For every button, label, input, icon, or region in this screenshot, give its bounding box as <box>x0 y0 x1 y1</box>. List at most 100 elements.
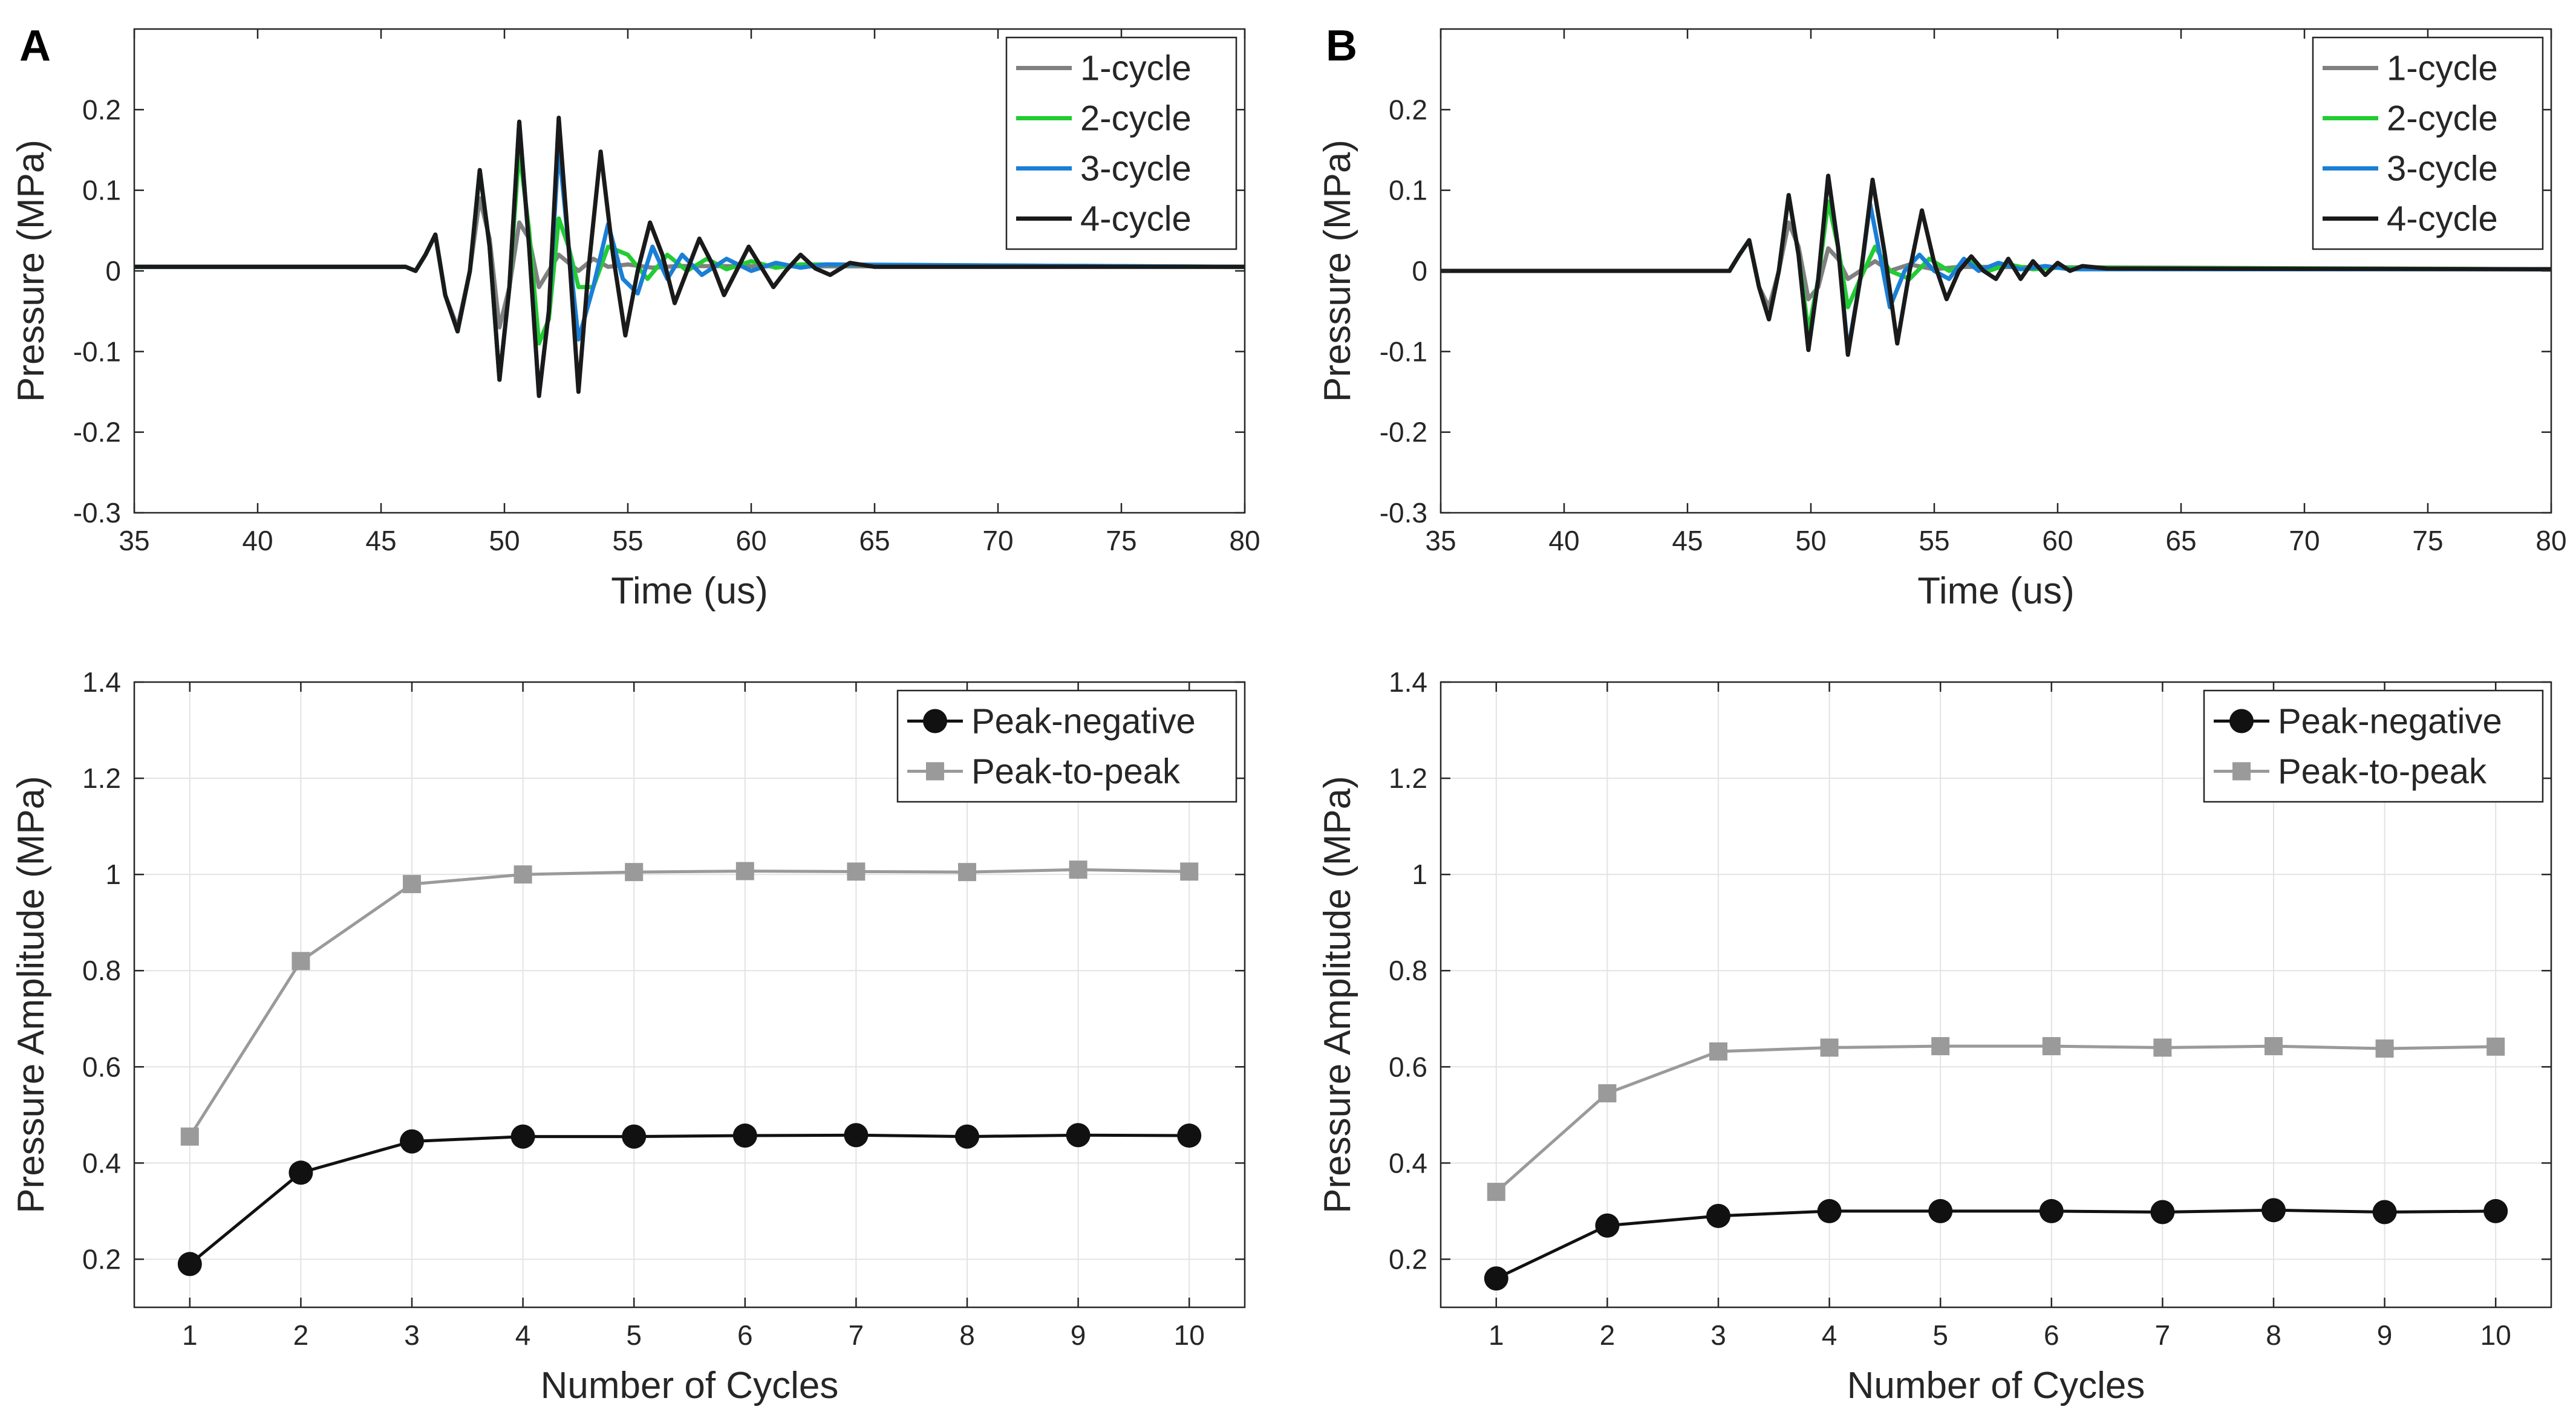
y-tick-label: 0.1 <box>82 175 121 206</box>
y-tick-label: 0.4 <box>82 1147 121 1179</box>
legend-label-3-cycle: 3-cycle <box>1080 149 1192 189</box>
x-tick-label: 3 <box>1710 1319 1726 1351</box>
x-tick-label: 80 <box>2535 525 2566 556</box>
x-axis-label: Number of Cycles <box>1847 1365 2145 1406</box>
y-tick-label: 1 <box>105 859 121 890</box>
data-point-peak-negative <box>955 1124 979 1149</box>
x-axis-label: Time (us) <box>1917 570 2074 612</box>
y-tick-label: 0.6 <box>1389 1051 1427 1082</box>
x-tick-label: 4 <box>515 1319 531 1351</box>
data-point-peak-negative <box>1928 1198 1953 1223</box>
data-point-peak-to-peak <box>1820 1038 1839 1057</box>
y-tick-label: -0.1 <box>1380 336 1427 367</box>
x-tick-label: 5 <box>1932 1319 1948 1351</box>
x-tick-label: 70 <box>982 525 1013 556</box>
legend-label-2-cycle: 2-cycle <box>2387 99 2498 138</box>
data-point-peak-negative <box>1817 1198 1842 1223</box>
y-tick-label: -0.2 <box>1380 417 1427 448</box>
axes-box <box>133 681 1246 1309</box>
data-point-peak-negative <box>2150 1200 2175 1224</box>
data-point-peak-negative <box>289 1160 313 1185</box>
x-tick-label: 40 <box>242 525 273 556</box>
legend-marker-peak-to-peak <box>926 762 944 781</box>
data-point-peak-to-peak <box>514 865 532 884</box>
data-point-peak-negative <box>1706 1203 1730 1228</box>
x-tick-label: 65 <box>859 525 890 556</box>
x-tick-label: 45 <box>365 525 396 556</box>
x-tick-label: 45 <box>1672 525 1703 556</box>
y-tick-label: 0.8 <box>1389 955 1427 986</box>
x-tick-label: 60 <box>735 525 766 556</box>
x-tick-label: 55 <box>1919 525 1949 556</box>
x-tick-label: 7 <box>849 1319 864 1351</box>
pressure-amplitude-chart-a: 1 2 3 4 5 6 7 8 9 10 0.2 0.4 0.6 0.8 1 1.2 1.4 Number of … <box>10 666 1246 1406</box>
data-point-peak-negative <box>1484 1266 1508 1291</box>
series-line-peak-to-peak <box>1495 1044 2496 1193</box>
y-axis-label: Pressure Amplitude (MPa) <box>10 776 52 1214</box>
y-tick-label: -0.1 <box>73 336 121 367</box>
data-point-peak-negative <box>2261 1198 2286 1223</box>
data-point-peak-to-peak <box>1931 1037 1950 1056</box>
legend-box <box>2203 689 2544 803</box>
x-tick-label: 55 <box>612 525 643 556</box>
data-point-peak-negative <box>732 1123 757 1148</box>
x-tick-label: 50 <box>489 525 520 556</box>
y-tick-label: 1.4 <box>1389 666 1427 698</box>
x-tick-label: 2 <box>293 1319 309 1351</box>
legend-label-1-cycle: 1-cycle <box>1080 49 1192 88</box>
legend-label-2-cycle: 2-cycle <box>1080 99 1192 138</box>
x-axis-label: Time (us) <box>611 570 768 612</box>
x-tick-label: 1 <box>182 1319 198 1351</box>
x-tick-label: 35 <box>1425 525 1456 556</box>
x-tick-label: 75 <box>1106 525 1136 556</box>
y-tick-label: 0.1 <box>1389 175 1427 206</box>
pressure-waveform-chart-b: 35 40 45 50 55 60 65 70 75 80 -0.3 -0.2 -0.1 0 0.1 0.2 T… <box>1317 28 2567 612</box>
panel-label-b: B <box>1326 22 1357 70</box>
data-point-peak-to-peak <box>2486 1037 2505 1056</box>
legend: 1-cycle 2-cycle 3-cycle 4-cycle <box>1005 36 1237 250</box>
x-axis-label: Number of Cycles <box>541 1365 839 1406</box>
y-tick-label: 0.2 <box>82 1243 121 1275</box>
x-tick-label: 35 <box>119 525 149 556</box>
data-point-peak-to-peak <box>2153 1038 2172 1057</box>
legend-label-4-cycle: 4-cycle <box>2387 200 2498 239</box>
data-point-peak-to-peak <box>1069 860 1087 879</box>
y-tick-label: 0.8 <box>82 955 121 986</box>
legend-label-3-cycle: 3-cycle <box>2387 149 2498 189</box>
series-line-peak-negative <box>1495 1208 2496 1280</box>
pressure-waveform-chart-a: 35 40 45 50 55 60 65 70 75 80 -0.3 -0.2 -0.1 0 0.1 0.2 T… <box>10 28 1260 612</box>
y-tick-label: 0.2 <box>82 94 121 125</box>
data-point-peak-negative <box>400 1129 424 1154</box>
legend: 1-cycle 2-cycle 3-cycle 4-cycle <box>2312 36 2544 250</box>
legend-label-4-cycle: 4-cycle <box>1080 200 1192 239</box>
data-point-peak-negative <box>1066 1123 1091 1148</box>
y-axis-label: Pressure Amplitude (MPa) <box>1317 776 1358 1214</box>
y-tick-label: -0.3 <box>1380 497 1427 528</box>
data-point-peak-negative <box>510 1124 535 1149</box>
data-point-peak-negative <box>844 1123 869 1148</box>
data-point-peak-negative <box>622 1124 647 1149</box>
legend-box <box>2312 36 2544 250</box>
x-tick-label: 40 <box>1548 525 1579 556</box>
data-point-peak-to-peak <box>1487 1183 1505 1202</box>
legend-box <box>1005 36 1237 250</box>
data-point-peak-negative <box>1177 1123 1202 1148</box>
data-point-peak-to-peak <box>1180 862 1199 881</box>
data-point-peak-to-peak <box>847 862 866 881</box>
legend-marker-peak-negative <box>923 709 947 733</box>
data-point-peak-negative <box>2372 1200 2397 1224</box>
x-tick-label: 60 <box>2042 525 2073 556</box>
data-point-peak-negative <box>177 1252 202 1276</box>
x-tick-label: 1 <box>1489 1319 1504 1351</box>
y-tick-label: 1.2 <box>82 763 121 794</box>
data-point-peak-to-peak <box>403 875 421 894</box>
legend-label-peak-negative: Peak-negative <box>971 702 1196 741</box>
legend: Peak-negative Peak-to-peak <box>896 689 1237 803</box>
data-point-peak-to-peak <box>1598 1084 1617 1103</box>
x-tick-label: 9 <box>2377 1319 2393 1351</box>
series-line-peak-negative <box>189 1133 1190 1266</box>
legend-marker-peak-to-peak <box>2232 762 2251 781</box>
data-point-peak-to-peak <box>958 863 976 882</box>
y-tick-label: 0 <box>1412 255 1427 287</box>
